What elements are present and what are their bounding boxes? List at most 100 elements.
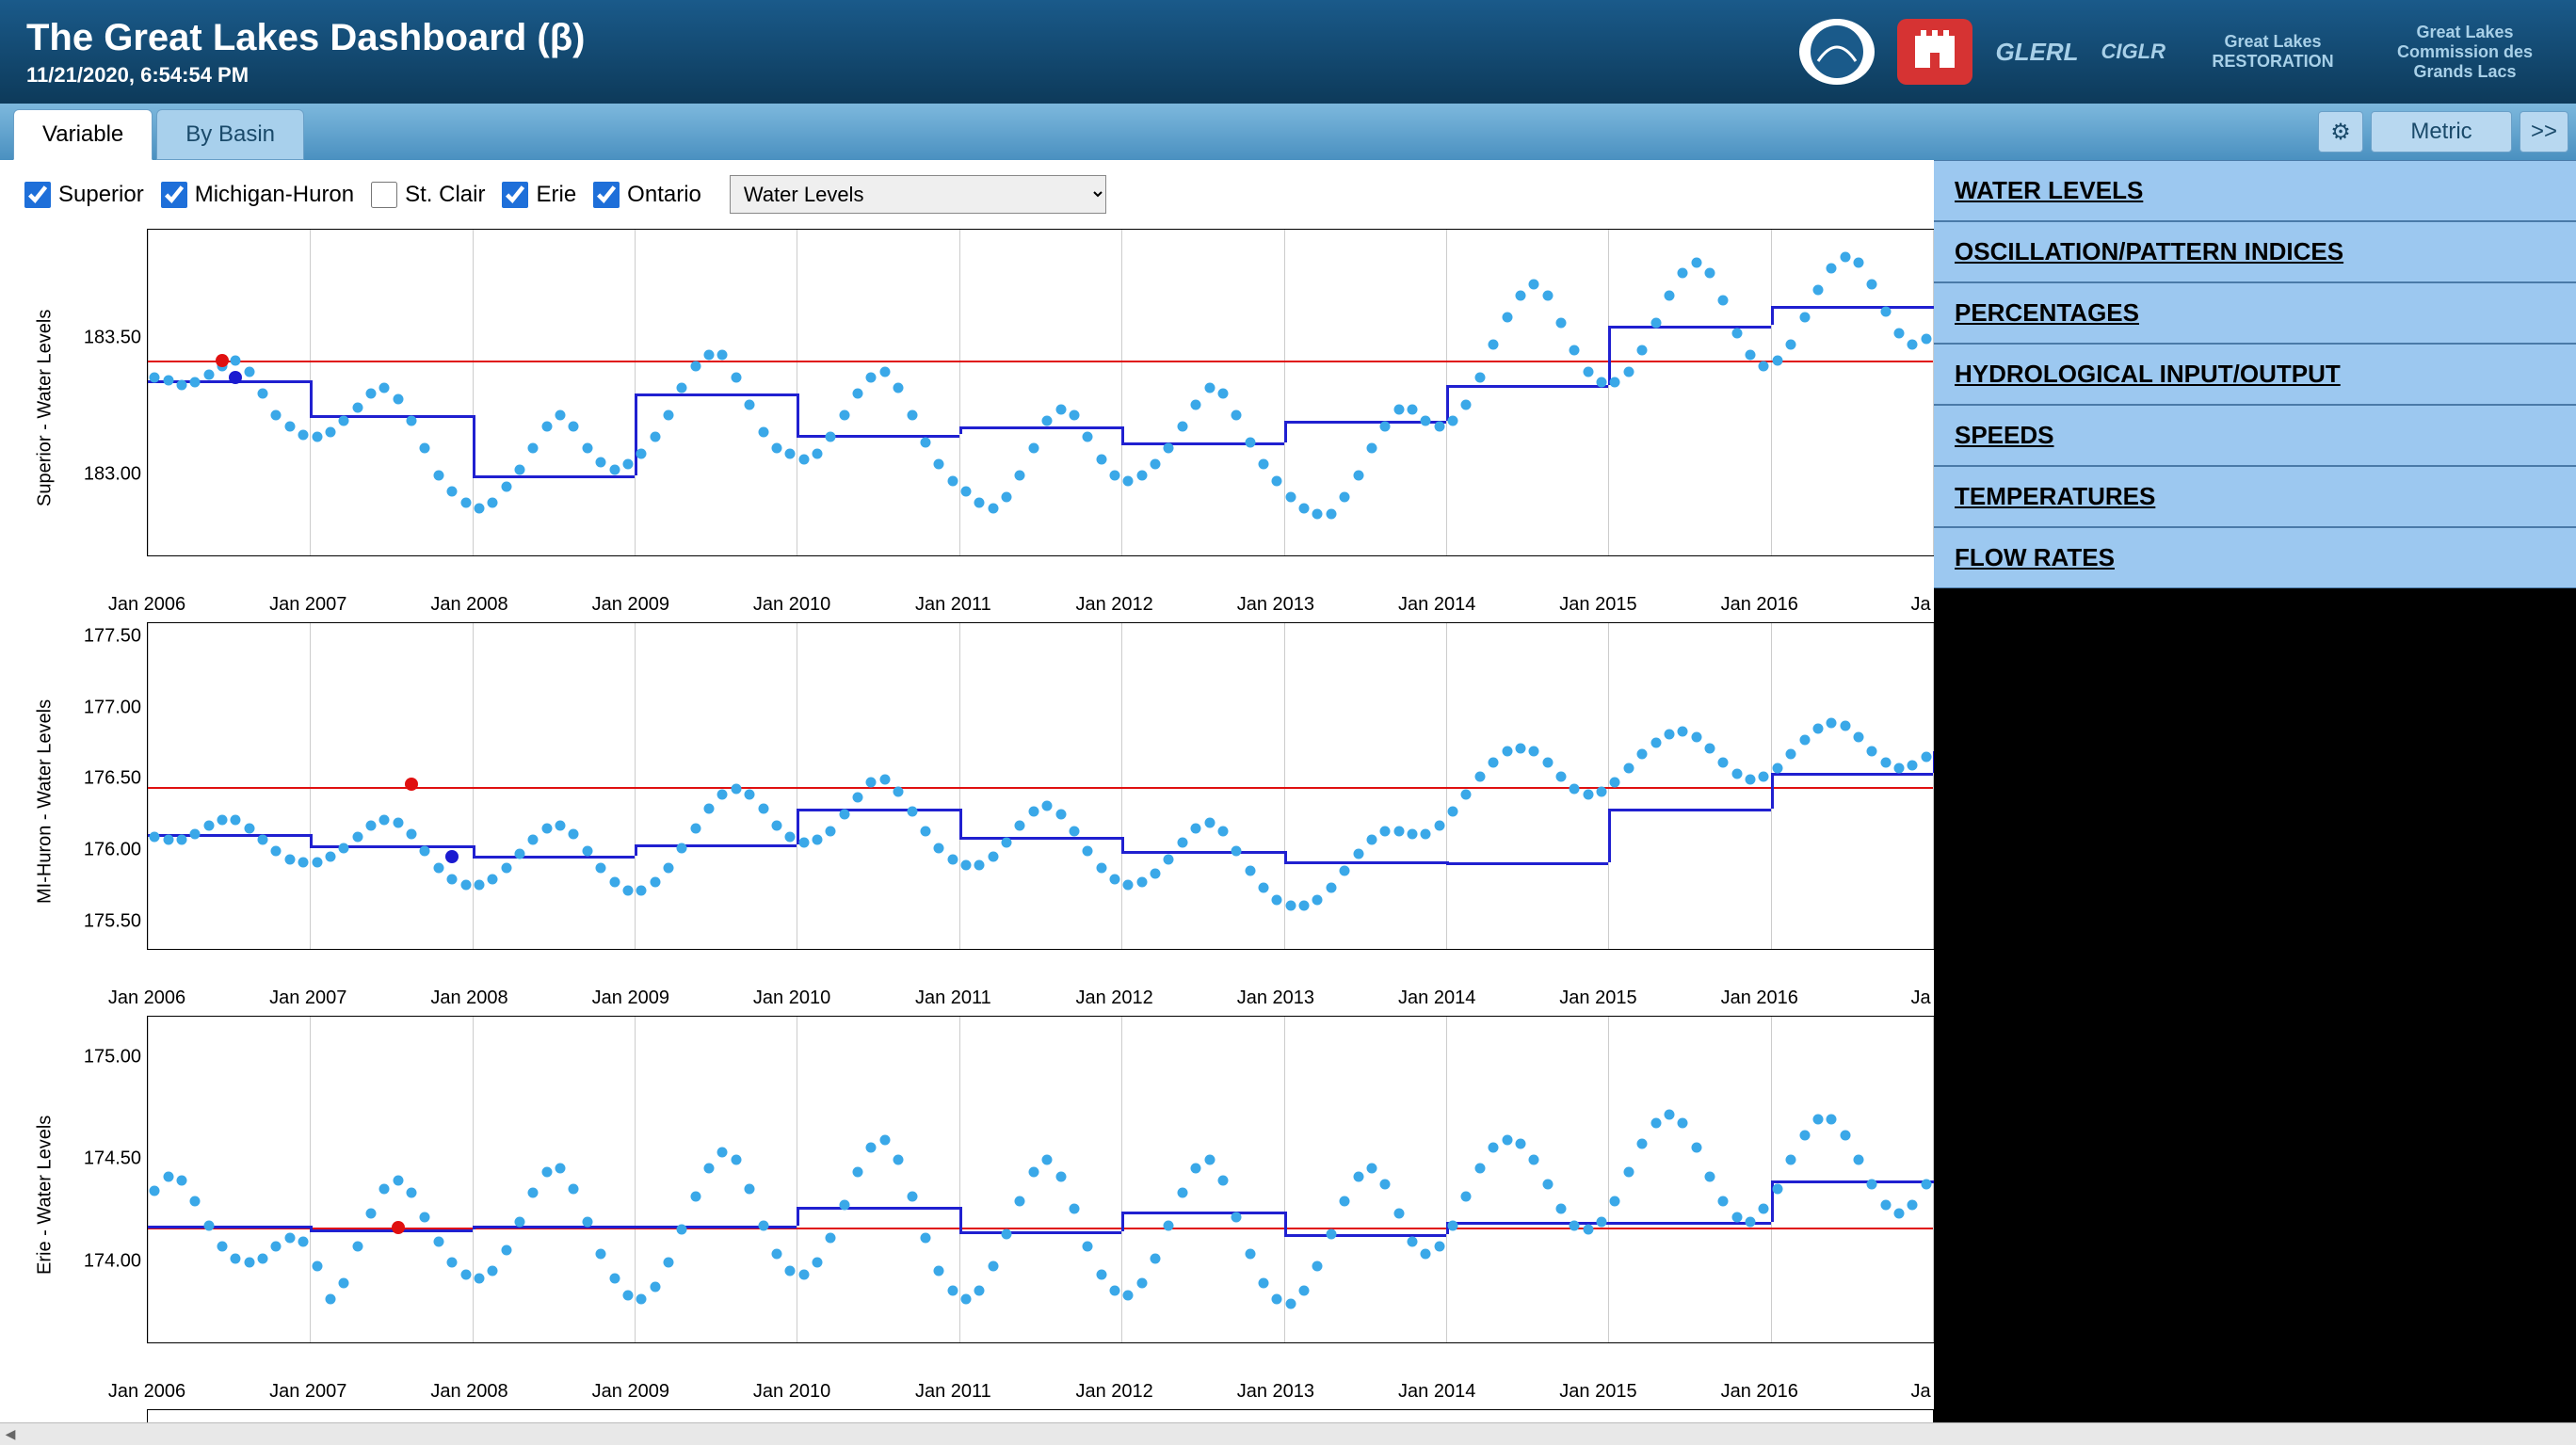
x-tick-label: Jan 2012 [1075,987,1152,1009]
expand-button[interactable]: >> [2520,111,2568,153]
y-tick-label: 177.00 [84,697,141,718]
x-tick-label: Jan 2010 [753,1381,830,1403]
x-tick-label: Jan 2006 [108,594,185,616]
y-tick-label: 176.00 [84,840,141,861]
lake-checkbox-superior[interactable]: Superior [24,182,144,208]
plot-area[interactable] [147,229,1934,556]
x-ticks: Jan 2006Jan 2007Jan 2008Jan 2009Jan 2010… [147,984,1921,1016]
reference-line [148,361,1933,362]
x-tick-label: Jan 2007 [269,594,346,616]
blue-marker [229,371,242,384]
horizontal-scrollbar[interactable]: ◀ [0,1422,2576,1445]
x-tick-label: Jan 2011 [915,987,991,1009]
lake-label: Michigan-Huron [195,182,354,208]
lake-checkbox-erie[interactable]: Erie [502,182,576,208]
controls-bar: Superior Michigan-Huron St. Clair Erie Ontar… [0,160,1934,229]
timestamp: 11/21/2020, 6:54:54 PM [26,63,1799,88]
chart-superior: Superior - Water Levels183.00183.50 [28,229,1934,586]
category-water-levels[interactable]: WATER LEVELS [1934,160,2576,221]
x-tick-label: Jan 2010 [753,594,830,616]
checkbox-input[interactable] [593,182,620,208]
y-ticks: 183.00 183.50 [62,229,147,586]
units-label: Metric [2410,119,2471,145]
tab-variable[interactable]: Variable [13,109,153,160]
x-tick-label: Jan 2011 [915,594,991,616]
checkbox-input[interactable] [502,182,528,208]
restoration-logo-icon: Great Lakes RESTORATION [2188,19,2358,85]
y-tick-label: 183.00 [84,464,141,486]
x-tick-label: Jan 2012 [1075,594,1152,616]
app-title: The Great Lakes Dashboard (β) [26,17,1799,59]
chart-ontario-partial: 76.00 [28,1409,1934,1422]
scroll-left-icon: ◀ [0,1424,21,1445]
category-temperatures[interactable]: TEMPERATURES [1934,466,2576,527]
usace-logo-icon [1897,19,1972,85]
x-tick-label: Jan 2008 [430,987,507,1009]
checkbox-input[interactable] [161,182,187,208]
x-ticks: Jan 2006Jan 2007Jan 2008Jan 2009Jan 2010… [147,1377,1921,1409]
plot-area[interactable] [147,1016,1934,1343]
x-ticks: Jan 2006Jan 2007Jan 2008Jan 2009Jan 2010… [147,590,1921,622]
checkbox-input[interactable] [371,182,397,208]
x-tick-label: Ja [1910,594,1930,616]
lake-label: St. Clair [405,182,485,208]
lake-checkbox-michigan-huron[interactable]: Michigan-Huron [161,182,354,208]
x-tick-label: Jan 2012 [1075,1381,1152,1403]
y-tick-label: 175.50 [84,910,141,932]
chart-panel: Superior Michigan-Huron St. Clair Erie Ontar… [0,160,1934,1422]
tab-by-basin[interactable]: By Basin [156,109,304,160]
category-flow-rates[interactable]: FLOW RATES [1934,527,2576,588]
variable-select[interactable]: Water Levels [730,175,1106,214]
side-panel: WATER LEVELSOSCILLATION/PATTERN INDICESP… [1934,160,2576,1422]
y-axis-label: Erie - Water Levels [28,1016,62,1373]
y-ticks: 174.00174.50175.00 [62,1016,147,1373]
x-tick-label: Jan 2007 [269,1381,346,1403]
x-tick-label: Jan 2015 [1559,594,1636,616]
main-area: Superior Michigan-Huron St. Clair Erie Ontar… [0,160,2576,1422]
y-tick-label: 175.00 [84,1046,141,1068]
x-tick-label: Jan 2009 [592,987,669,1009]
x-tick-label: Jan 2011 [915,1381,991,1403]
x-tick-label: Jan 2009 [592,1381,669,1403]
y-axis-label: MI-Huron - Water Levels [28,622,62,980]
lake-checkbox-st-clair[interactable]: St. Clair [371,182,485,208]
x-tick-label: Jan 2016 [1721,987,1798,1009]
plot-area[interactable] [147,1409,1934,1422]
category-oscillation-pattern-indices[interactable]: OSCILLATION/PATTERN INDICES [1934,221,2576,282]
gear-icon: ⚙ [2330,119,2351,146]
category-speeds[interactable]: SPEEDS [1934,405,2576,466]
x-tick-label: Jan 2015 [1559,1381,1636,1403]
plot-area[interactable] [147,622,1934,950]
y-ticks: 76.00 [62,1409,147,1422]
x-tick-label: Jan 2015 [1559,987,1636,1009]
category-hydrological-input-output[interactable]: HYDROLOGICAL INPUT/OUTPUT [1934,344,2576,405]
units-button[interactable]: Metric [2371,111,2512,153]
glerl-logo-icon: GLERL [1995,19,2078,85]
lake-label: Erie [536,182,576,208]
lake-label: Superior [58,182,144,208]
chart-mihuron: MI-Huron - Water Levels 175.50 176.00 176.5… [28,622,1934,980]
header-left: The Great Lakes Dashboard (β) 11/21/2020… [26,17,1799,88]
checkbox-input[interactable] [24,182,51,208]
category-percentages[interactable]: PERCENTAGES [1934,282,2576,344]
x-tick-label: Jan 2010 [753,987,830,1009]
tab-bar-right: ⚙ Metric >> [2318,104,2576,160]
settings-button[interactable]: ⚙ [2318,111,2363,153]
lake-checkbox-ontario[interactable]: Ontario [593,182,701,208]
x-tick-label: Jan 2007 [269,987,346,1009]
x-tick-label: Jan 2006 [108,987,185,1009]
y-tick-label: 174.00 [84,1251,141,1273]
red-marker [216,354,229,367]
y-tick-label: 176.50 [84,768,141,790]
x-tick-label: Ja [1910,987,1930,1009]
header-logos: GLERL CIGLR Great Lakes RESTORATION Grea… [1799,19,2550,85]
x-tick-label: Jan 2013 [1237,594,1314,616]
red-marker [405,778,418,791]
x-tick-label: Jan 2013 [1237,1381,1314,1403]
x-tick-label: Jan 2006 [108,1381,185,1403]
commission-logo-icon: Great Lakes Commission des Grands Lacs [2380,19,2550,85]
charts-column: Superior - Water Levels183.00183.50Jan 2… [0,229,1934,1422]
x-tick-label: Ja [1910,1381,1930,1403]
y-tick-label: 183.50 [84,328,141,349]
x-tick-label: Jan 2014 [1398,1381,1475,1403]
